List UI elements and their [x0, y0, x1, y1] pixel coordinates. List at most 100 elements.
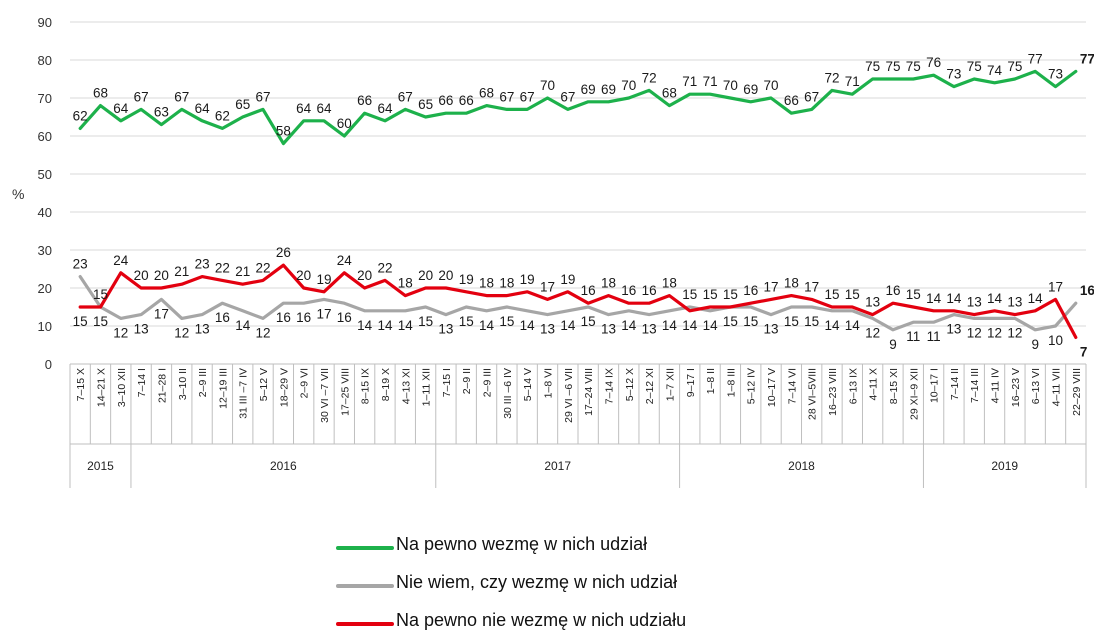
- data-label-na-pewno-wezme: 68: [479, 86, 494, 101]
- data-label-na-pewno-nie-wezme: 15: [906, 287, 921, 302]
- data-label-na-pewno-wezme: 66: [438, 93, 453, 108]
- data-label-na-pewno-nie-wezme: 17: [804, 279, 819, 294]
- data-label-na-pewno-wezme: 64: [377, 101, 393, 116]
- data-label-na-pewno-nie-wezme: 20: [296, 268, 311, 283]
- data-label-nie-wiem: 15: [418, 314, 433, 329]
- data-label-na-pewno-nie-wezme: 17: [764, 279, 779, 294]
- data-label-na-pewno-nie-wezme: 15: [93, 287, 108, 302]
- data-label-nie-wiem: 16: [296, 310, 311, 325]
- data-label-na-pewno-wezme: 67: [560, 89, 575, 104]
- data-label-na-pewno-wezme: 75: [865, 59, 880, 74]
- y-tick-label: 30: [38, 243, 52, 258]
- data-label-na-pewno-nie-wezme: 18: [398, 276, 413, 291]
- data-label-na-pewno-nie-wezme: 17: [540, 279, 555, 294]
- data-label-na-pewno-wezme: 62: [73, 108, 88, 123]
- x-tick-label: 29 XI–9 XII: [908, 368, 920, 420]
- data-label-nie-wiem: 12: [865, 325, 880, 340]
- data-label-nie-wiem: 13: [946, 322, 961, 337]
- data-label-na-pewno-nie-wezme: 22: [215, 260, 230, 275]
- series-line-nie-wiem: [78, 275, 1078, 332]
- x-tick-label: 6–13 VI: [1030, 368, 1042, 404]
- data-label-nie-wiem: 13: [764, 322, 779, 337]
- data-label-nie-wiem: 12: [113, 325, 128, 340]
- data-label-na-pewno-wezme: 65: [235, 97, 250, 112]
- y-tick-label: 40: [38, 205, 52, 220]
- data-label-na-pewno-nie-wezme: 21: [235, 264, 250, 279]
- data-label-na-pewno-wezme: 62: [215, 108, 230, 123]
- data-label-na-pewno-wezme: 69: [601, 82, 616, 97]
- data-label-nie-wiem: 14: [479, 318, 495, 333]
- data-label-na-pewno-nie-wezme: 15: [824, 287, 839, 302]
- x-tick-label: 7–14 IX: [603, 368, 615, 404]
- x-tick-label: 2–12 XI: [644, 368, 656, 404]
- data-label-na-pewno-nie-wezme: 14: [987, 291, 1003, 306]
- year-label: 2017: [544, 459, 571, 473]
- data-label-nie-wiem: 16: [1080, 283, 1094, 298]
- data-label-na-pewno-wezme: 77: [1028, 51, 1043, 66]
- data-label-na-pewno-nie-wezme: 16: [743, 283, 758, 298]
- data-label-na-pewno-wezme: 66: [459, 93, 474, 108]
- legend-label-series-2: Nie wiem, czy wezmę w nich udział: [396, 572, 678, 592]
- x-tick-label: 18–29 V: [278, 368, 290, 407]
- x-tick-label: 2–9 II: [461, 368, 473, 394]
- data-label-na-pewno-nie-wezme: 18: [784, 276, 799, 291]
- data-label-nie-wiem: 9: [889, 337, 897, 352]
- legend-item-series-1: Na pewno wezmę w nich udział: [336, 532, 776, 562]
- data-label-na-pewno-nie-wezme: 15: [845, 287, 860, 302]
- x-tick-label: 5–12 X: [624, 368, 636, 401]
- data-label-na-pewno-nie-wezme: 21: [174, 264, 189, 279]
- x-tick-label: 7–15 I: [441, 368, 453, 397]
- data-label-na-pewno-wezme: 75: [906, 59, 921, 74]
- legend-label-series-3: Na pewno nie wezmę w nich udziału: [396, 610, 687, 630]
- legend-swatch-green: [336, 546, 394, 550]
- x-tick-label: 2–9 III: [482, 368, 494, 397]
- data-label-na-pewno-wezme: 67: [520, 89, 535, 104]
- data-label-na-pewno-nie-wezme: 26: [276, 245, 291, 260]
- data-label-na-pewno-wezme: 69: [743, 82, 758, 97]
- data-label-na-pewno-wezme: 64: [113, 101, 129, 116]
- x-tick-label: 30 III –6 IV: [502, 368, 514, 419]
- data-label-na-pewno-nie-wezme: 19: [560, 272, 575, 287]
- data-label-na-pewno-nie-wezme: 20: [134, 268, 149, 283]
- x-tick-label: 28 VI–5VIII: [807, 368, 819, 420]
- y-tick-label: 20: [38, 281, 52, 296]
- x-tick-label: 1–8 II: [705, 368, 717, 394]
- data-label-na-pewno-wezme: 74: [987, 63, 1003, 78]
- y-tick-label: 10: [38, 319, 52, 334]
- data-label-na-pewno-nie-wezme: 19: [316, 272, 331, 287]
- data-label-na-pewno-wezme: 71: [703, 74, 718, 89]
- year-label: 2016: [270, 459, 297, 473]
- data-label-na-pewno-wezme: 64: [195, 101, 211, 116]
- data-label-na-pewno-wezme: 70: [621, 78, 636, 93]
- data-label-nie-wiem: 12: [1007, 325, 1022, 340]
- data-label-na-pewno-nie-wezme: 14: [946, 291, 962, 306]
- data-label-nie-wiem: 15: [723, 314, 738, 329]
- data-label-na-pewno-wezme: 65: [418, 97, 433, 112]
- data-label-na-pewno-nie-wezme: 22: [256, 260, 271, 275]
- data-label-nie-wiem: 13: [134, 322, 149, 337]
- x-tick-label: 5–12 V: [258, 368, 270, 401]
- x-tick-label: 30 VI –7 VII: [319, 368, 331, 423]
- data-label-na-pewno-nie-wezme: 16: [885, 283, 900, 298]
- data-label-na-pewno-wezme: 68: [662, 86, 677, 101]
- data-label-na-pewno-nie-wezme: 18: [499, 276, 514, 291]
- data-label-na-pewno-nie-wezme: 7: [1080, 344, 1088, 359]
- data-label-nie-wiem: 13: [195, 322, 210, 337]
- data-label-nie-wiem: 13: [601, 322, 616, 337]
- x-tick-label: 17–24 VIII: [583, 368, 595, 416]
- data-label-na-pewno-wezme: 70: [540, 78, 555, 93]
- data-label-na-pewno-nie-wezme: 15: [73, 314, 88, 329]
- data-label-nie-wiem: 23: [73, 257, 88, 272]
- data-label-na-pewno-nie-wezme: 18: [601, 276, 616, 291]
- data-label-nie-wiem: 15: [499, 314, 514, 329]
- data-label-nie-wiem: 14: [824, 318, 840, 333]
- data-label-nie-wiem: 13: [642, 322, 657, 337]
- x-tick-label: 16–23 V: [1010, 368, 1022, 407]
- data-label-na-pewno-nie-wezme: 14: [1028, 291, 1044, 306]
- data-label-nie-wiem: 15: [743, 314, 758, 329]
- series-line-na-pewno-wezme: [78, 69, 1078, 146]
- data-label-na-pewno-nie-wezme: 19: [520, 272, 535, 287]
- data-label-na-pewno-wezme: 71: [682, 74, 697, 89]
- y-tick-label: 60: [38, 129, 52, 144]
- data-label-nie-wiem: 12: [987, 325, 1002, 340]
